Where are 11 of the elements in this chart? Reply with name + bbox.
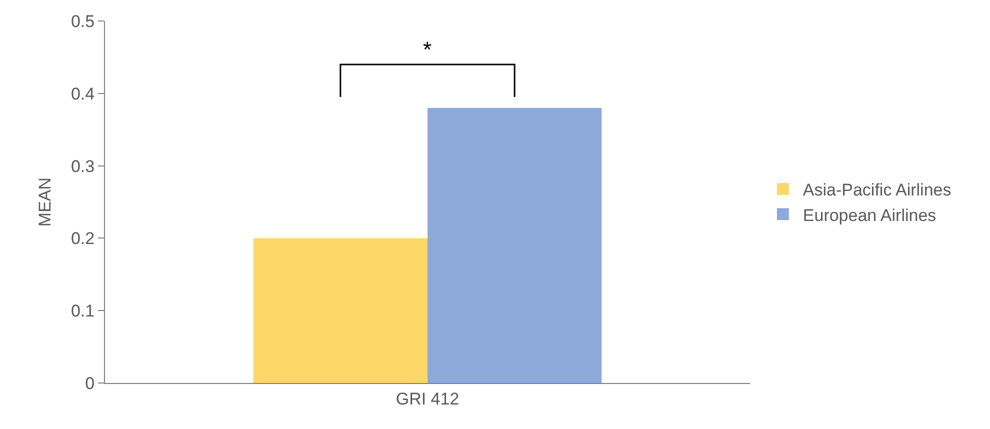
y-tick-label: 0.1	[70, 302, 95, 321]
annotation: *	[423, 37, 432, 62]
y-axis-title: MEAN	[36, 177, 55, 227]
y-tick-label: 0.5	[70, 12, 95, 31]
legend-label: Asia-Pacific Airlines	[802, 180, 952, 200]
y-tick-label: 0.4	[70, 84, 95, 104]
y-tick-label: 0.3	[70, 156, 95, 176]
x-tick-label: GRI 412	[396, 389, 460, 408]
y-tick-label: 0.2	[70, 229, 95, 248]
y-tick-label: 0	[85, 374, 95, 393]
legend-label: European Airlines	[802, 206, 936, 225]
